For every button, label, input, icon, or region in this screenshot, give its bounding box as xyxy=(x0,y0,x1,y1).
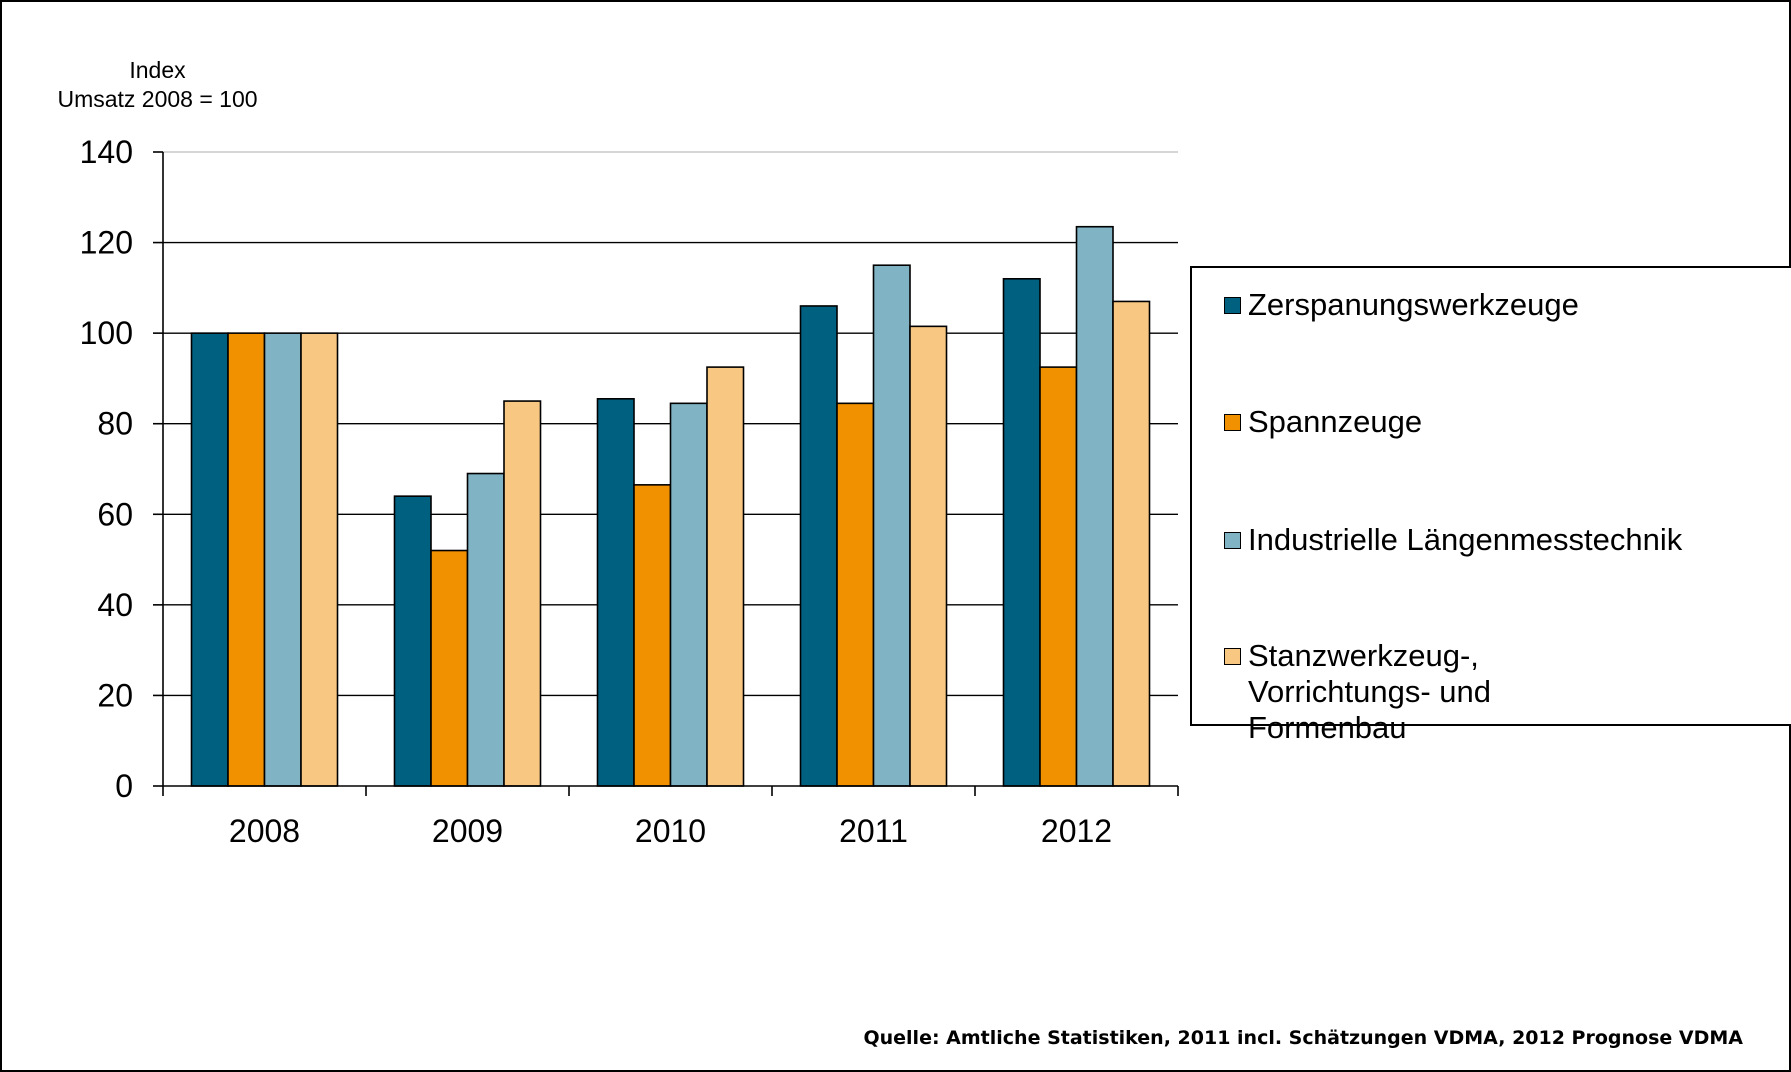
legend-label-laengenmesstechnik: Industrielle Längenmesstechnik xyxy=(1248,522,1791,558)
bar-2008-3 xyxy=(265,333,302,786)
bar-2012-1 xyxy=(1004,279,1041,786)
bar-2008-1 xyxy=(192,333,229,786)
y-tick-label-100: 100 xyxy=(80,315,133,351)
bar-2011-1 xyxy=(801,306,838,786)
y-tick-label-40: 40 xyxy=(97,587,133,623)
x-tick-label-2008: 2008 xyxy=(229,813,300,849)
bar-2009-2 xyxy=(431,551,468,786)
bar-2010-3 xyxy=(671,403,708,786)
bar-2010-1 xyxy=(598,399,635,786)
bar-2009-1 xyxy=(395,496,432,786)
y-tick-label-0: 0 xyxy=(115,768,133,804)
bar-2011-4 xyxy=(910,326,947,786)
y-tick-label-140: 140 xyxy=(80,134,133,170)
legend-swatch-spannzeuge xyxy=(1224,414,1241,431)
bar-2010-4 xyxy=(707,367,744,786)
bar-2011-2 xyxy=(837,403,874,786)
legend-swatch-stanzwerkzeug xyxy=(1224,648,1241,665)
bar-2008-2 xyxy=(228,333,265,786)
x-tick-label-2012: 2012 xyxy=(1041,813,1112,849)
y-tick-label-120: 120 xyxy=(80,225,133,261)
x-tick-label-2009: 2009 xyxy=(432,813,503,849)
bar-2008-4 xyxy=(301,333,338,786)
y-tick-label-20: 20 xyxy=(97,677,133,713)
bar-2009-3 xyxy=(468,474,505,786)
y-tick-label-60: 60 xyxy=(97,496,133,532)
legend-label-zerspanungswerkzeuge: Zerspanungswerkzeuge xyxy=(1248,287,1791,323)
legend-swatch-laengenmesstechnik xyxy=(1224,532,1241,549)
bar-2012-2 xyxy=(1040,367,1077,786)
x-tick-label-2010: 2010 xyxy=(635,813,706,849)
bar-2010-2 xyxy=(634,485,671,786)
bar-2012-4 xyxy=(1113,301,1150,786)
bar-2009-4 xyxy=(504,401,541,786)
bar-2012-3 xyxy=(1077,227,1114,786)
legend-label-stanzwerkzeug: Stanzwerkzeug-, Vorrichtungs- und Formen… xyxy=(1248,638,1518,746)
y-tick-label-80: 80 xyxy=(97,406,133,442)
legend: Zerspanungswerkzeuge Spannzeuge Industri… xyxy=(1190,266,1791,726)
source-note: Quelle: Amtliche Statistiken, 2011 incl.… xyxy=(863,1027,1743,1049)
legend-swatch-zerspanungswerkzeuge xyxy=(1224,297,1241,314)
bar-2011-3 xyxy=(874,265,911,786)
x-tick-label-2011: 2011 xyxy=(839,813,908,849)
legend-label-spannzeuge: Spannzeuge xyxy=(1248,404,1791,440)
